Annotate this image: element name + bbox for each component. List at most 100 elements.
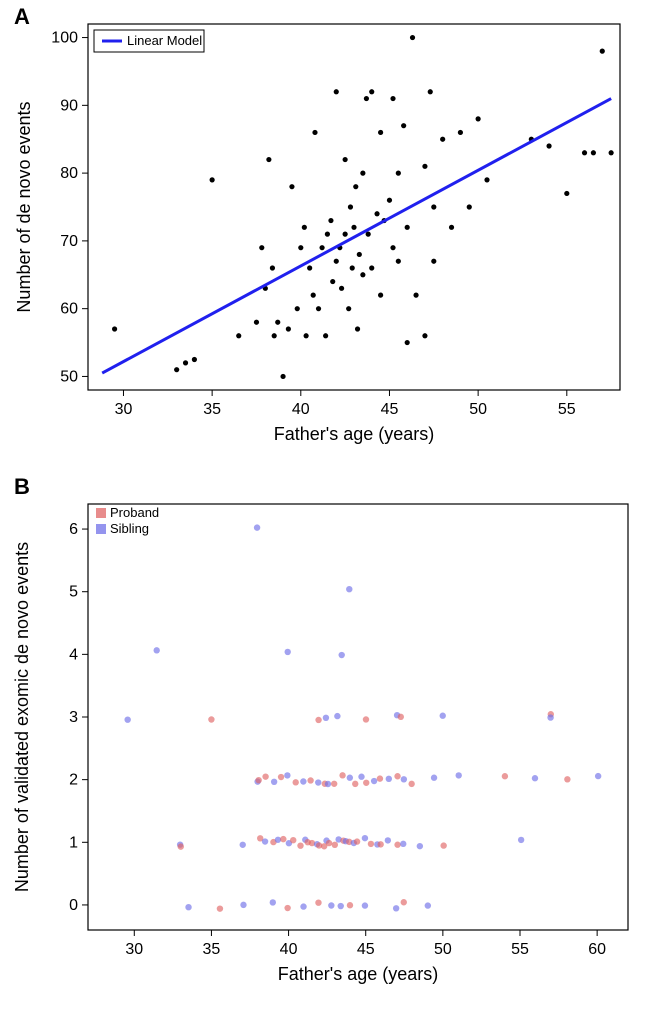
points-group [124, 524, 601, 911]
data-point [334, 259, 339, 264]
data-point [582, 150, 587, 155]
data-point [352, 781, 358, 787]
data-point [293, 779, 299, 785]
data-point [405, 340, 410, 345]
data-point [357, 252, 362, 257]
data-point [240, 902, 246, 908]
x-tick-label: 45 [381, 401, 399, 418]
data-point [358, 774, 364, 780]
data-point [371, 778, 377, 784]
legend-label: Sibling [110, 521, 149, 536]
data-point [600, 49, 605, 54]
data-point [400, 841, 406, 847]
y-tick-label: 70 [60, 233, 78, 250]
legend-swatch [96, 524, 106, 534]
data-point [334, 713, 340, 719]
data-point [325, 232, 330, 237]
data-point [300, 778, 306, 784]
panel-letter: A [14, 4, 30, 29]
y-axis-label: Number of de novo events [14, 101, 34, 312]
data-point [339, 652, 345, 658]
legend-label: Linear Model [127, 33, 202, 48]
data-point [262, 773, 268, 779]
data-point [360, 171, 365, 176]
data-point [240, 842, 246, 848]
x-tick-label: 55 [558, 401, 576, 418]
data-point [124, 716, 130, 722]
data-point [351, 225, 356, 230]
data-point [547, 714, 553, 720]
data-point [458, 130, 463, 135]
data-point [259, 245, 264, 250]
data-point [440, 842, 446, 848]
data-point [374, 211, 379, 216]
plot-frame [88, 504, 628, 930]
data-point [347, 902, 353, 908]
data-point [502, 773, 508, 779]
data-point [112, 326, 117, 331]
x-tick-label: 40 [280, 941, 298, 958]
x-tick-label: 30 [115, 401, 133, 418]
data-point [377, 841, 383, 847]
data-point [275, 320, 280, 325]
data-point [284, 905, 290, 911]
data-point [362, 835, 368, 841]
data-point [401, 899, 407, 905]
data-point [417, 843, 423, 849]
data-point [378, 130, 383, 135]
data-point [262, 838, 268, 844]
y-tick-label: 60 [60, 301, 78, 318]
data-point [394, 842, 400, 848]
data-point [390, 245, 395, 250]
data-point [368, 841, 374, 847]
x-tick-label: 35 [203, 401, 221, 418]
data-point [330, 279, 335, 284]
data-point [396, 171, 401, 176]
data-point [428, 89, 433, 94]
data-point [364, 96, 369, 101]
data-point [210, 177, 215, 182]
data-point [348, 204, 353, 209]
data-point [546, 143, 551, 148]
data-point [174, 367, 179, 372]
data-point [346, 306, 351, 311]
data-point [362, 902, 368, 908]
data-point [363, 780, 369, 786]
x-tick-label: 35 [203, 941, 221, 958]
data-point [278, 774, 284, 780]
data-point [339, 772, 345, 778]
data-point [290, 837, 296, 843]
panel-b-svg: 303540455055600123456Father's age (years… [0, 470, 650, 1010]
data-point [346, 586, 352, 592]
regression-line [102, 99, 611, 374]
data-point [366, 232, 371, 237]
data-point [208, 716, 214, 722]
data-point [270, 265, 275, 270]
data-point [425, 902, 431, 908]
data-point [236, 333, 241, 338]
data-point [304, 333, 309, 338]
data-point [431, 259, 436, 264]
data-point [467, 204, 472, 209]
data-point [326, 840, 332, 846]
data-point [315, 717, 321, 723]
data-point [363, 716, 369, 722]
data-point [285, 649, 291, 655]
data-point [343, 232, 348, 237]
panel-letter: B [14, 474, 30, 499]
data-point [394, 773, 400, 779]
data-point [316, 306, 321, 311]
data-point [413, 293, 418, 298]
data-point [217, 905, 223, 911]
data-point [476, 116, 481, 121]
data-point [387, 198, 392, 203]
data-point [254, 524, 260, 530]
y-tick-label: 1 [69, 834, 78, 851]
data-point [369, 265, 374, 270]
data-point [518, 837, 524, 843]
data-point [266, 157, 271, 162]
data-point [297, 842, 303, 848]
figure: 3035404550555060708090100Father's age (y… [0, 0, 650, 1010]
data-point [286, 326, 291, 331]
data-point [300, 903, 306, 909]
